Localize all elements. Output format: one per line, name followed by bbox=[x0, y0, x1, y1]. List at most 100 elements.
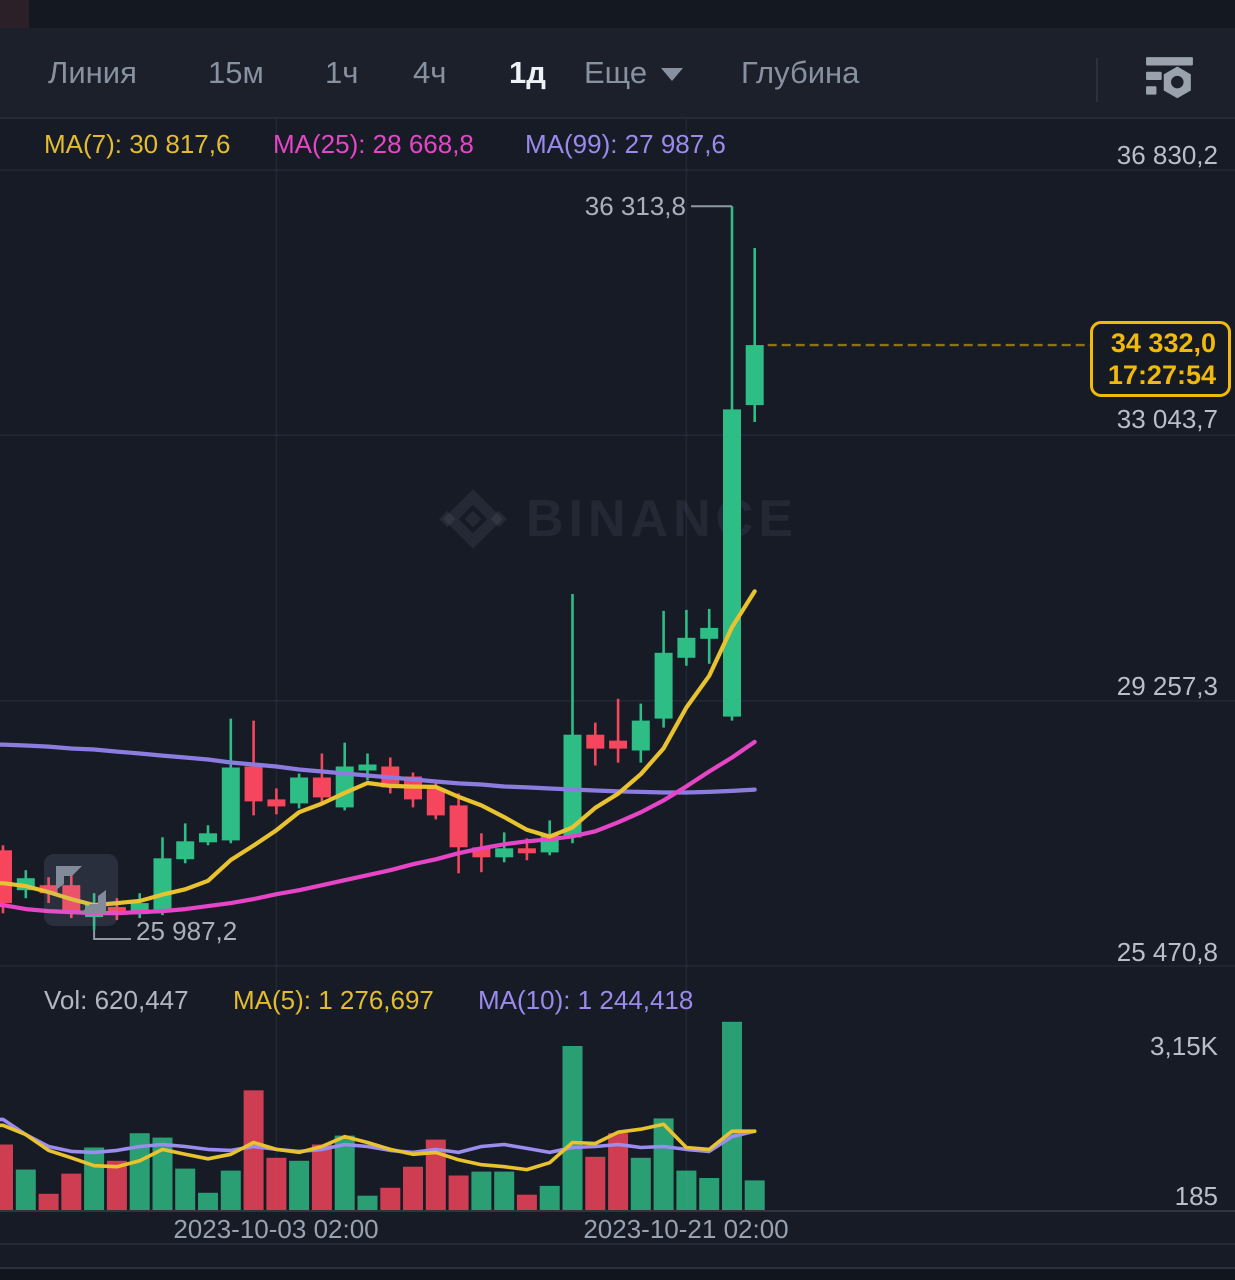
volume-bar bbox=[152, 1137, 173, 1211]
tab-line-chart[interactable]: Линия bbox=[48, 55, 137, 90]
volume-bar bbox=[653, 1118, 674, 1211]
candle bbox=[609, 740, 628, 749]
candle bbox=[677, 637, 696, 658]
candle bbox=[472, 847, 491, 858]
low-price-label: 25 987,2 bbox=[136, 916, 238, 946]
candle bbox=[700, 627, 719, 639]
volume-bar bbox=[722, 1021, 742, 1211]
tab-depth[interactable]: Глубина bbox=[741, 55, 860, 90]
candle bbox=[176, 841, 195, 860]
last-price-time: 17:27:54 bbox=[1107, 359, 1216, 390]
volume-bar bbox=[676, 1170, 697, 1211]
volume-baseline bbox=[0, 1210, 1235, 1212]
candle bbox=[586, 734, 605, 749]
candle bbox=[654, 652, 673, 719]
corner-indicator bbox=[0, 0, 29, 29]
volume-bar bbox=[220, 1170, 241, 1211]
candle bbox=[290, 777, 309, 804]
bottom-divider-2 bbox=[0, 1267, 1235, 1269]
ma7-legend: MA(7): 30 817,6 bbox=[44, 129, 231, 159]
volume-bar bbox=[494, 1171, 515, 1211]
candle bbox=[723, 409, 741, 717]
x-axis-tick-2: 2023-10-21 02:00 bbox=[583, 1214, 789, 1244]
candle bbox=[312, 777, 331, 798]
volume-bar bbox=[608, 1133, 629, 1211]
volume-bar bbox=[471, 1171, 492, 1211]
price-axis-label-1: 36 830,2 bbox=[1116, 140, 1218, 170]
candle bbox=[107, 907, 126, 914]
volume-axis-label-2: 185 bbox=[1174, 1181, 1218, 1211]
volume-bar bbox=[357, 1195, 378, 1211]
last-price-tag: 34 332,0 17:27:54 bbox=[1090, 321, 1231, 397]
volume-bar bbox=[0, 1144, 13, 1211]
volume-bar bbox=[38, 1193, 59, 1211]
candle bbox=[267, 799, 286, 807]
price-axis-label-4: 25 470,8 bbox=[1116, 937, 1218, 967]
bottom-strip bbox=[0, 1269, 1235, 1280]
candle bbox=[495, 848, 514, 858]
volume-bar bbox=[61, 1173, 82, 1211]
tab-4h[interactable]: 4ч bbox=[413, 55, 447, 90]
candle bbox=[631, 720, 650, 751]
candle bbox=[39, 885, 58, 894]
price-axis-label-3: 29 257,3 bbox=[1116, 671, 1218, 701]
vol-ma5-legend: MA(5): 1 276,697 bbox=[233, 985, 434, 1015]
volume-bar bbox=[266, 1157, 287, 1211]
candle bbox=[745, 345, 764, 406]
candle bbox=[244, 766, 263, 802]
toolbar-bottom-divider bbox=[0, 117, 1235, 119]
candle bbox=[0, 850, 12, 904]
tab-15m[interactable]: 15м bbox=[208, 55, 264, 90]
candle bbox=[221, 767, 240, 841]
tab-1d[interactable]: 1д bbox=[509, 55, 546, 90]
candle bbox=[130, 903, 149, 915]
tab-1h[interactable]: 1ч bbox=[325, 55, 359, 90]
volume-bar bbox=[334, 1135, 355, 1211]
bottom-divider-1 bbox=[0, 1243, 1235, 1245]
chevron-down-icon bbox=[661, 68, 684, 82]
vol-ma10-legend: MA(10): 1 244,418 bbox=[478, 985, 694, 1015]
candle bbox=[517, 848, 536, 854]
price-axis-label-2: 33 043,7 bbox=[1116, 404, 1218, 434]
candle bbox=[358, 764, 377, 771]
volume-bar bbox=[106, 1160, 127, 1211]
volume-bar bbox=[84, 1147, 105, 1211]
volume-bar bbox=[15, 1169, 36, 1211]
expand-arrows-icon bbox=[56, 866, 106, 914]
volume-bar bbox=[448, 1175, 469, 1211]
candle bbox=[153, 858, 172, 913]
high-price-label: 36 313,8 bbox=[584, 191, 686, 221]
volume-bar bbox=[129, 1133, 150, 1211]
volume-bar bbox=[380, 1187, 401, 1211]
candle bbox=[449, 805, 468, 848]
ma99-legend: MA(99): 27 987,6 bbox=[525, 129, 726, 159]
volume-bar bbox=[562, 1046, 583, 1211]
volume-bar bbox=[289, 1160, 310, 1211]
volume-bar bbox=[425, 1139, 446, 1211]
chart-toolbar: Линия 15м 1ч 4ч 1д Еще Глубина bbox=[0, 28, 1235, 118]
indicator-settings-icon[interactable] bbox=[1145, 54, 1195, 104]
tab-more[interactable]: Еще bbox=[584, 28, 684, 118]
ma25-legend: MA(25): 28 668,8 bbox=[273, 129, 474, 159]
volume-bar bbox=[243, 1090, 264, 1211]
resize-chart-button[interactable] bbox=[44, 854, 118, 926]
toolbar-divider bbox=[1096, 58, 1098, 102]
volume-bar bbox=[630, 1157, 651, 1211]
volume-bar bbox=[516, 1194, 537, 1211]
volume-bar bbox=[585, 1156, 606, 1211]
candle bbox=[426, 788, 445, 816]
status-strip bbox=[0, 0, 1235, 28]
volume-bar bbox=[175, 1168, 196, 1211]
x-axis-tick-1: 2023-10-03 02:00 bbox=[173, 1214, 379, 1244]
candle bbox=[199, 833, 217, 843]
volume-axis-label-1: 3,15K bbox=[1150, 1031, 1218, 1061]
volume-bar bbox=[539, 1185, 560, 1211]
candle bbox=[563, 734, 582, 838]
volume-bar bbox=[744, 1180, 765, 1211]
volume-bar bbox=[198, 1192, 218, 1211]
volume-bar bbox=[403, 1166, 423, 1211]
vol-value-legend: Vol: 620,447 bbox=[44, 985, 189, 1015]
volume-bar bbox=[311, 1144, 332, 1211]
